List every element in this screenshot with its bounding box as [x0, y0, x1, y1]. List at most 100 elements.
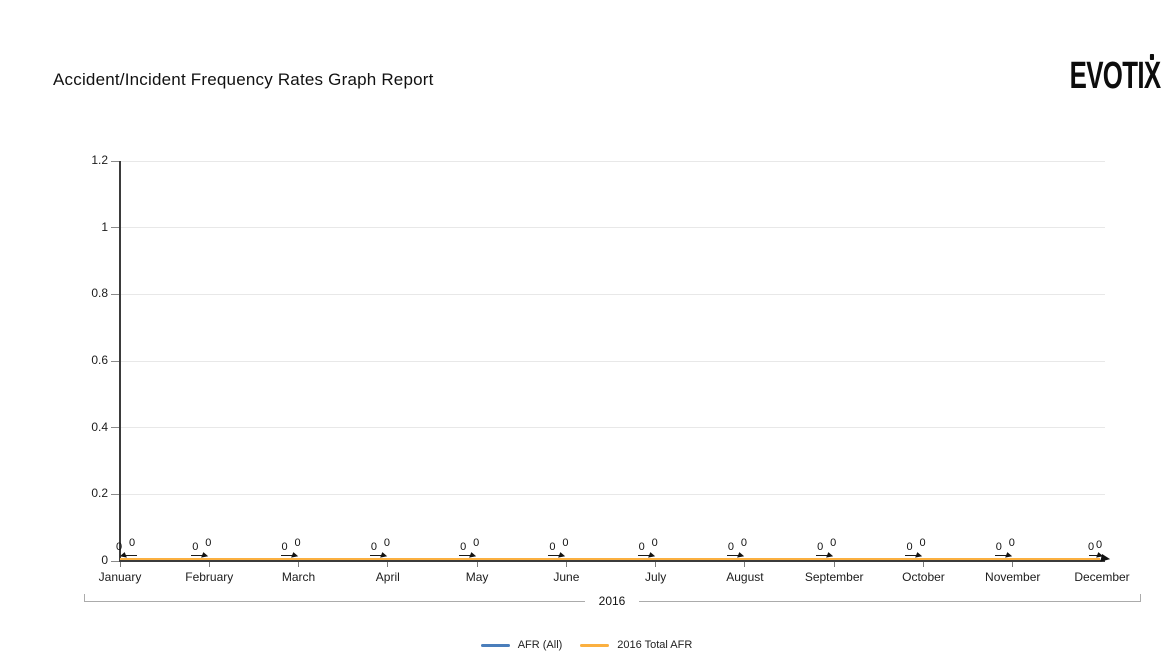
- y-axis-tick-label: 1.2: [91, 153, 108, 167]
- year-bracket-line: [639, 601, 1141, 602]
- data-label-leader-line: [459, 555, 473, 556]
- x-axis-group-label: 2016: [591, 594, 633, 608]
- data-label-leader-line: [1089, 555, 1101, 556]
- y-axis-tick: [111, 427, 120, 429]
- data-point-label: 0: [473, 537, 480, 549]
- x-axis-month-label: April: [375, 570, 400, 584]
- y-gridline: [120, 160, 1105, 162]
- x-axis-month-label: March: [281, 570, 316, 584]
- x-axis-month-tick: [387, 562, 389, 567]
- y-axis-tick-label: 0.6: [91, 353, 108, 367]
- y-axis-tick: [111, 493, 120, 495]
- x-axis-month-tick: [208, 562, 210, 567]
- y-axis-tick: [111, 360, 120, 362]
- data-point-label: 0: [562, 537, 569, 549]
- data-point-label: 0: [460, 541, 467, 553]
- legend-swatch-icon: [480, 643, 510, 647]
- evotix-logo-dot: [1149, 54, 1154, 60]
- data-point-label: 0: [129, 537, 136, 549]
- y-axis-tick-label: 1: [101, 219, 108, 234]
- y-axis-tick-label: 0.2: [91, 486, 108, 501]
- x-axis-month-label: July: [644, 570, 667, 584]
- data-point-label: 0: [1088, 541, 1095, 553]
- y-axis-line: [119, 161, 121, 562]
- series-line-2016-total-afr: [120, 557, 1100, 560]
- data-label-leader-line: [905, 555, 919, 556]
- x-axis-month-tick: [565, 562, 567, 567]
- data-point-label: 0: [638, 541, 645, 553]
- x-axis-month-tick: [298, 562, 300, 567]
- data-point-label: 0: [651, 537, 658, 549]
- x-axis-month-tick: [476, 562, 478, 567]
- evotix-logo: EVOTIX: [1069, 54, 1161, 97]
- x-axis-month-label: May: [465, 570, 489, 584]
- year-bracket-line: [84, 601, 585, 602]
- y-axis-tick-label: 0.4: [91, 419, 108, 434]
- data-point-label: 0: [1096, 539, 1103, 551]
- y-axis-tick: [111, 227, 120, 229]
- data-label-leader-line: [548, 555, 562, 556]
- data-label-leader-line: [191, 555, 205, 556]
- x-axis-month-label: October: [902, 570, 945, 584]
- data-label-leader-line: [280, 555, 294, 556]
- chart-legend: AFR (All) 2016 Total AFR: [0, 639, 1173, 651]
- y-gridline: [120, 427, 1105, 429]
- x-axis-month-label: August: [726, 570, 764, 584]
- x-axis-month-label: February: [185, 570, 234, 584]
- data-point-label: 0: [205, 537, 212, 549]
- x-axis-month-tick: [922, 562, 924, 567]
- evotix-logo-text: EVOTI: [1069, 55, 1144, 97]
- x-axis-month-label: November: [985, 570, 1041, 584]
- x-axis-line: [119, 560, 1105, 562]
- data-label-leader-line: [369, 555, 383, 556]
- data-point-label: 0: [919, 537, 926, 549]
- data-label-leader-line: [726, 555, 740, 556]
- data-label-leader-line: [816, 555, 830, 556]
- x-axis-month-label: June: [553, 570, 580, 584]
- legend-label: 2016 Total AFR: [617, 639, 693, 651]
- legend-item-2016-total-afr: 2016 Total AFR: [580, 639, 692, 651]
- data-point-label: 0: [740, 537, 748, 549]
- year-bracket-right-tick: [1140, 594, 1141, 602]
- data-label-leader-line: [994, 555, 1008, 556]
- x-axis-month-tick: [833, 562, 835, 567]
- data-point-label: 0: [116, 541, 123, 553]
- y-axis-tick: [111, 293, 120, 295]
- x-axis-month-tick: [655, 562, 657, 567]
- data-point-label: 0: [830, 537, 837, 549]
- data-point-label: 0: [906, 541, 913, 553]
- y-gridline: [120, 293, 1105, 295]
- data-point-label: 0: [281, 541, 288, 553]
- data-point-label: 0: [370, 541, 377, 553]
- data-point-label: 0: [1008, 537, 1015, 549]
- y-gridline: [120, 493, 1105, 495]
- y-gridline: [120, 360, 1105, 362]
- y-axis-tick-label: 0: [101, 553, 108, 567]
- x-axis-month-label: January: [98, 570, 142, 584]
- data-point-label: 0: [727, 541, 735, 553]
- x-axis-month-label: September: [804, 570, 864, 584]
- evotix-logo-x-letter: X: [1143, 54, 1161, 97]
- y-axis-tick: [111, 160, 120, 162]
- data-label-leader-line: [124, 555, 137, 556]
- legend-swatch-icon: [580, 643, 610, 647]
- data-point-label: 0: [383, 537, 390, 549]
- data-point-label: 0: [549, 541, 556, 553]
- data-label-leader-line: [637, 555, 651, 556]
- data-point-label: 0: [995, 541, 1002, 553]
- data-point-label: 0: [294, 537, 301, 549]
- x-axis-month-tick: [744, 562, 746, 567]
- legend-label: AFR (All): [517, 639, 563, 651]
- data-point-label: 0: [192, 541, 199, 553]
- data-point-label: 0: [817, 541, 824, 553]
- x-axis-month-tick: [119, 562, 121, 567]
- y-axis-tick-label: 0.8: [91, 286, 108, 301]
- y-gridline: [120, 227, 1105, 229]
- legend-item-afr-all-: AFR (All): [480, 639, 563, 651]
- x-axis-month-tick: [1012, 562, 1014, 567]
- year-bracket-left-tick: [84, 594, 85, 602]
- x-axis-month-label: December: [1074, 570, 1130, 584]
- y-axis-tick: [111, 560, 120, 562]
